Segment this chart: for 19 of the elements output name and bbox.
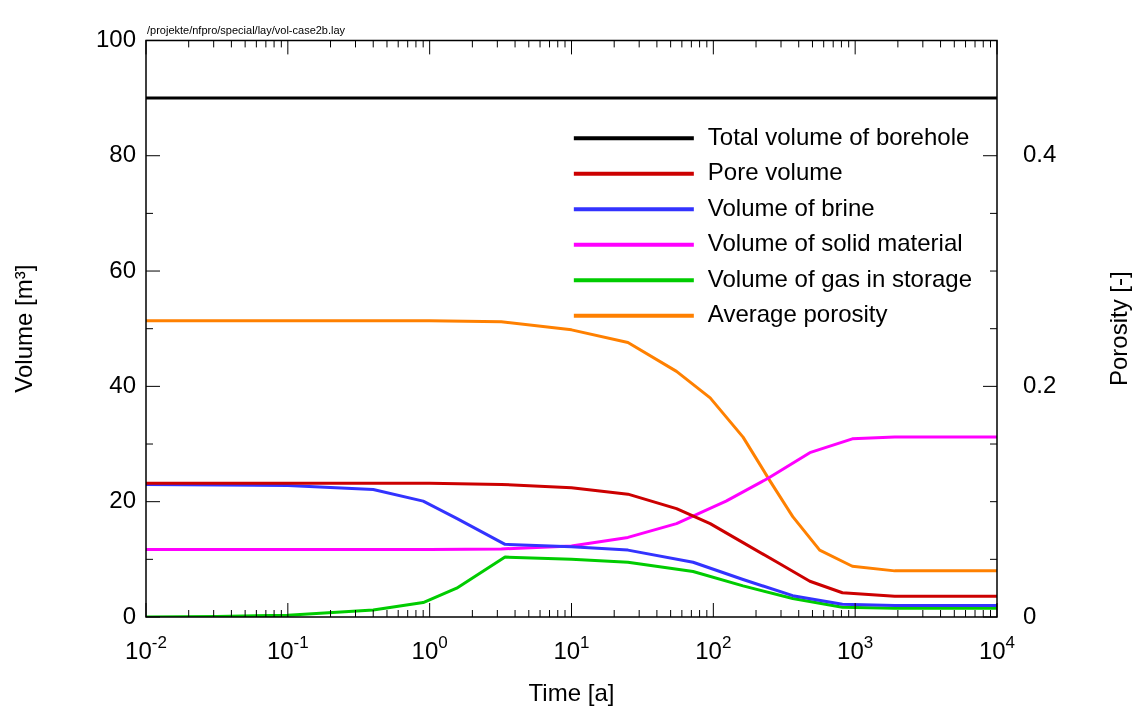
y-axis-title: Volume [m³]: [10, 264, 37, 393]
y-tick-label: 60: [109, 255, 136, 283]
y2-tick-label: 0: [1023, 601, 1037, 629]
y2-tick-label: 0.4: [1023, 140, 1057, 168]
text: /projekte/nfpro/special/lay/vol-case2b.lay: [147, 24, 346, 37]
y2-axis-title: Porosity [-]: [1105, 271, 1132, 387]
legend-label: Pore volume: [707, 158, 843, 186]
legend-label: Total volume of borehole: [707, 122, 970, 150]
legend-label: Average porosity: [707, 300, 888, 328]
y2-tick-label: 0.2: [1023, 370, 1057, 398]
y-tick-label: 20: [109, 486, 136, 514]
y-tick-label: 100: [95, 25, 136, 53]
legend-label: Volume of brine: [707, 193, 875, 221]
x-axis-title: Time [a]: [528, 679, 615, 706]
y-tick-label: 0: [122, 601, 136, 629]
y-tick-label: 40: [109, 370, 136, 398]
y-tick-label: 80: [109, 140, 136, 168]
legend-label: Volume of gas in storage: [707, 264, 973, 292]
legend-label: Volume of solid material: [707, 229, 963, 257]
